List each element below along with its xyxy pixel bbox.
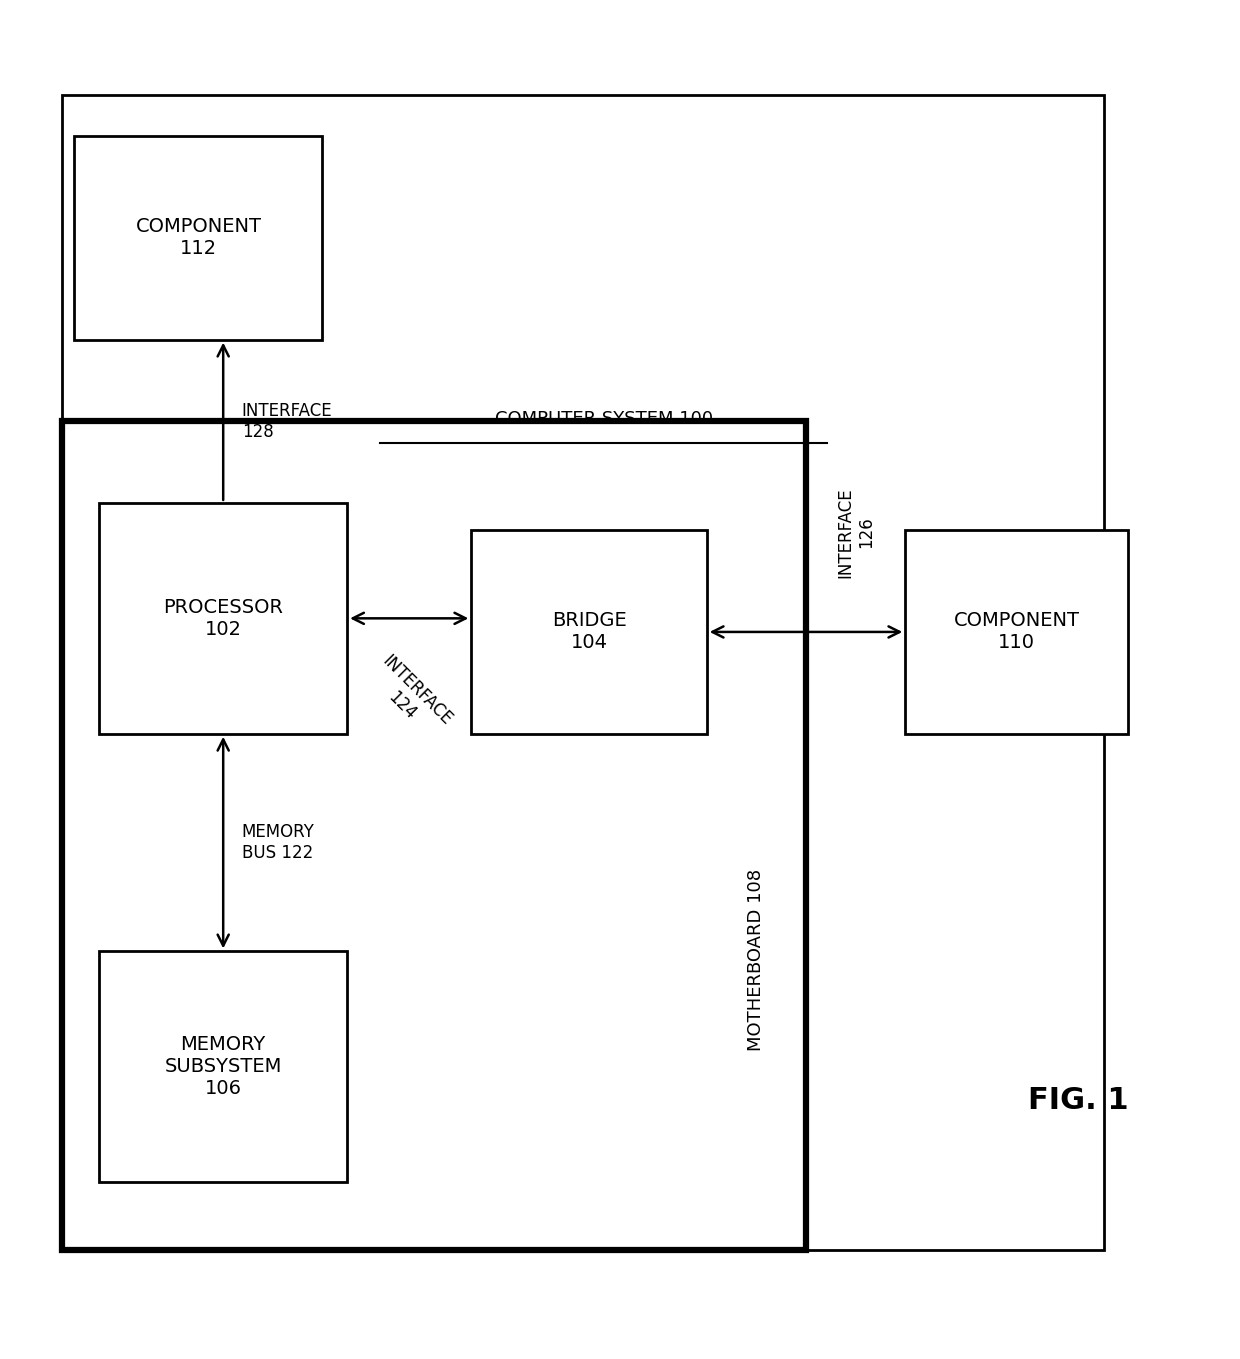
Bar <box>74 136 322 340</box>
Text: COMPONENT
110: COMPONENT 110 <box>954 612 1080 652</box>
Text: MEMORY
SUBSYSTEM
106: MEMORY SUBSYSTEM 106 <box>165 1036 281 1098</box>
Text: COMPONENT
112: COMPONENT 112 <box>135 217 262 258</box>
Bar <box>471 530 707 734</box>
Bar <box>99 503 347 734</box>
Text: INTERFACE
124: INTERFACE 124 <box>363 652 455 743</box>
Bar <box>905 530 1128 734</box>
Bar <box>62 421 806 1250</box>
Text: MOTHERBOARD 108: MOTHERBOARD 108 <box>748 868 765 1052</box>
Bar <box>62 95 1104 1250</box>
Text: COMPUTER SYSTEM 100: COMPUTER SYSTEM 100 <box>495 409 713 428</box>
Text: PROCESSOR
102: PROCESSOR 102 <box>164 598 283 639</box>
Text: MEMORY
BUS 122: MEMORY BUS 122 <box>242 824 315 862</box>
Text: BRIDGE
104: BRIDGE 104 <box>552 612 626 652</box>
Bar <box>99 951 347 1182</box>
Text: FIG. 1: FIG. 1 <box>1028 1086 1130 1116</box>
Text: INTERFACE
128: INTERFACE 128 <box>242 402 332 440</box>
Text: INTERFACE
126: INTERFACE 126 <box>836 487 875 578</box>
